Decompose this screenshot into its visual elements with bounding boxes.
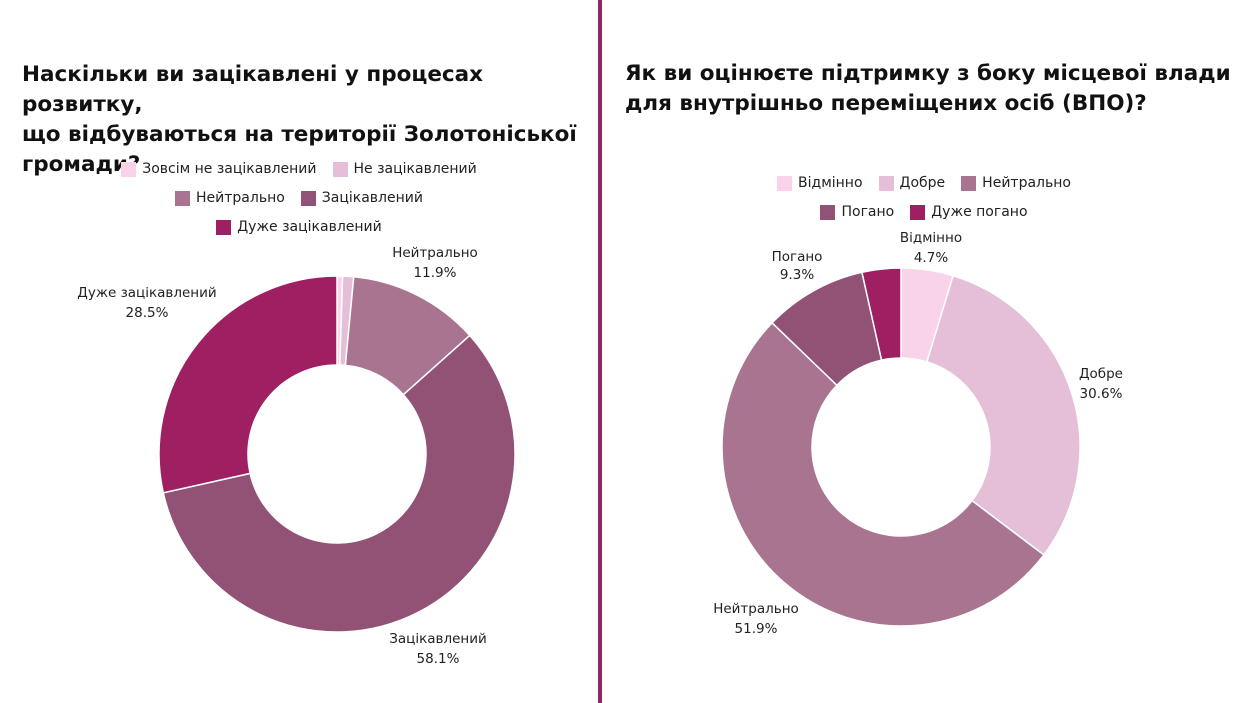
legend-swatch [332,161,348,177]
left-panel: Наскільки ви зацікавлені у процесах розв… [0,0,598,703]
legend-swatch [961,175,977,191]
slice-data-label: 9.3% [780,267,814,283]
slice-data-label: 28.5% [126,305,169,321]
legend-label: Добре [899,175,946,191]
legend-item: Зацікавлений [300,189,423,207]
legend-label: Погано [841,204,895,220]
legend-row: Відмінно Добре Нейтрально [600,174,1248,192]
slice-data-label: 51.9% [735,621,778,637]
slice-category-label: Погано [772,249,823,265]
legend-swatch [878,175,894,191]
donut-chart-support: Відмінно 4.7% Добре 30.6% Нейтрально 51.… [713,230,1123,637]
legend-swatch [175,190,191,206]
slice-data-label: 11.9% [414,265,457,281]
donut-slice-3 [162,334,516,633]
legend-item: Дуже погано [910,203,1028,221]
legend-item: Зовсім не зацікавлений [121,160,317,178]
legend-row: Зовсім не зацікавлений Не зацікавлений [0,160,598,178]
legend-item: Погано [820,203,894,221]
panel-divider [598,0,602,703]
chart-title: Як ви оцінюєте підтримку з боку місцевої… [625,59,1231,119]
slice-category-label: Нейтрально [392,245,478,261]
legend-label: Дуже зацікавлений [237,219,382,235]
slice-category-label: Відмінно [900,230,962,246]
title-line: громади? [22,152,141,177]
title-line: Наскільки ви зацікавлені у процесах розв… [22,62,484,117]
legend-item: Нейтрально [961,174,1071,192]
slice-category-label: Добре [1079,366,1123,382]
legend-item: Дуже зацікавлений [216,218,382,236]
legend-item: Відмінно [777,174,863,192]
legend-label: Не зацікавлений [353,161,477,177]
legend-label: Нейтрально [196,190,285,206]
legend-row: Дуже зацікавлений [0,218,598,236]
slices-group [721,267,1081,627]
title-line: для внутрішньо переміщених осіб (ВПО)? [625,91,1147,116]
donut-chart-interest: Нейтрально 11.9% Зацікавлений 58.1% Дуже… [77,245,516,667]
legend-swatch [216,219,232,235]
legend-row: Нейтрально Зацікавлений [0,189,598,207]
legend-label: Нейтрально [982,175,1071,191]
legend-row: Погано Дуже погано [600,203,1248,221]
donut-slice-2 [721,321,1045,627]
legend-label: Дуже погано [931,204,1028,220]
slice-data-label: 30.6% [1080,386,1123,402]
legend-swatch [820,204,836,220]
donut-slice-4 [861,267,902,362]
title-line: що відбуваються на території Золотоніськ… [22,122,577,147]
legend-item: Нейтрально [175,189,285,207]
slice-data-label: 4.7% [914,250,948,266]
slice-category-label: Дуже зацікавлений [77,285,216,301]
donut-slice-4 [158,275,338,494]
slices-group [158,275,516,633]
slice-category-label: Зацікавлений [389,631,487,647]
legend-item: Не зацікавлений [332,160,477,178]
slice-data-label: 58.1% [417,651,460,667]
legend-swatch [121,161,137,177]
chart-title: Наскільки ви зацікавлені у процесах розв… [22,60,598,180]
legend-label: Зовсім не зацікавлений [142,161,317,177]
legend-item: Добре [878,174,946,192]
right-panel: Як ви оцінюєте підтримку з боку місцевої… [602,0,1250,703]
legend-swatch [910,204,926,220]
legend-label: Зацікавлений [321,190,423,206]
legend-label: Відмінно [798,175,863,191]
donut-slice-1 [925,274,1081,556]
legend-swatch [300,190,316,206]
legend-swatch [777,175,793,191]
slice-category-label: Нейтрально [713,601,799,617]
title-line: Як ви оцінюєте підтримку з боку місцевої… [625,61,1231,86]
